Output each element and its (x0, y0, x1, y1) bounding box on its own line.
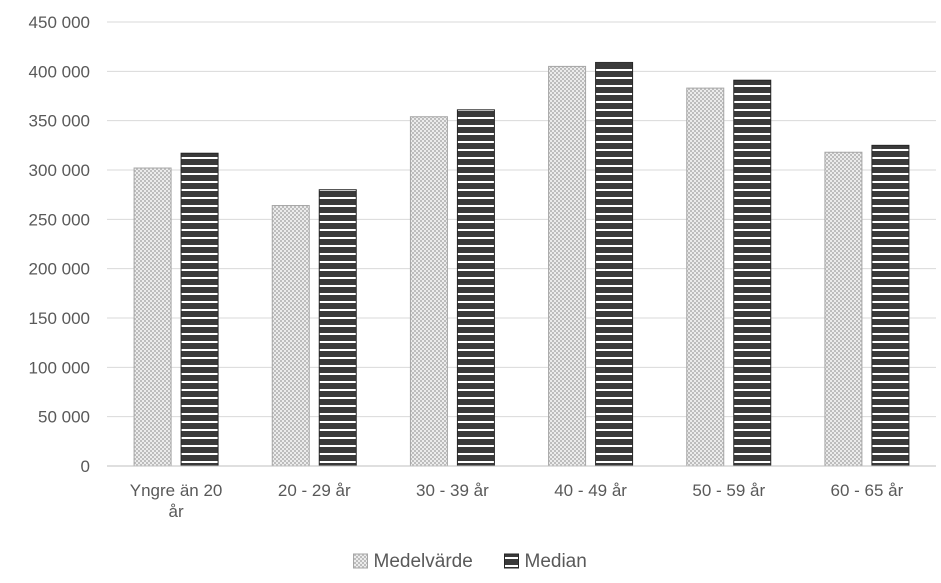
y-tick-label: 0 (81, 457, 90, 476)
bar-medelvärde (686, 87, 725, 467)
y-tick-label: 250 000 (29, 210, 90, 229)
x-tick-label: år (169, 502, 184, 521)
legend-item-median: Median (504, 551, 587, 572)
y-axis-tick-labels: 0 50 000 100 000 150 000 200 000 250 000 300 0… (29, 13, 90, 476)
x-tick-label: 60 - 65 år (831, 481, 904, 500)
y-tick-label: 50 000 (38, 408, 90, 427)
bar-medelvärde (133, 167, 172, 467)
y-tick-label: 200 000 (29, 260, 90, 279)
legend-label: Median (525, 551, 587, 572)
y-tick-label: 150 000 (29, 309, 90, 328)
x-tick-label: 20 - 29 år (278, 481, 351, 500)
legend: Medelvärde Median (353, 551, 587, 572)
y-tick-label: 300 000 (29, 161, 90, 180)
bar-medelvärde (409, 116, 448, 467)
x-tick-label: Yngre än 20 (130, 481, 223, 500)
bar-median (871, 144, 910, 467)
x-axis-tick-labels: Yngre än 20 år 20 - 29 år 30 - 39 år 40 - 49… (130, 481, 904, 521)
bar-median (456, 109, 495, 467)
x-tick-label: 50 - 59 år (692, 481, 765, 500)
bar-median (318, 189, 357, 467)
x-tick-label: 40 - 49 år (554, 481, 627, 500)
bar-median (595, 61, 634, 467)
y-tick-label: 100 000 (29, 358, 90, 377)
x-tick-label: 30 - 39 år (416, 481, 489, 500)
gridlines (107, 21, 936, 418)
y-tick-label: 450 000 (29, 13, 90, 32)
legend-swatch (504, 553, 519, 569)
bar-medelvärde (824, 151, 863, 467)
bar-medelvärde (548, 65, 587, 467)
bar-medelvärde (271, 205, 310, 467)
y-tick-label: 350 000 (29, 112, 90, 131)
legend-item-medelvärde: Medelvärde (353, 551, 473, 572)
legend-label: Medelvärde (374, 551, 473, 572)
legend-swatch (353, 553, 368, 569)
bar-median (180, 152, 219, 467)
bar-median (733, 79, 772, 467)
bars (133, 61, 910, 467)
y-tick-label: 400 000 (29, 62, 90, 81)
